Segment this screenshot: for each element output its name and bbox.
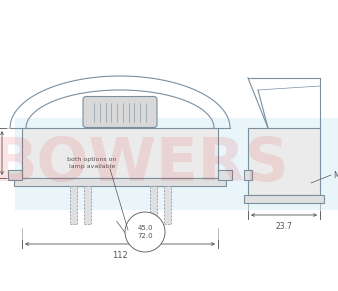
Text: 45.0: 45.0 [137, 225, 153, 231]
Text: both options on
lamp available: both options on lamp available [67, 157, 117, 169]
Bar [244, 195, 324, 203]
Bar [164, 186, 170, 224]
Bar [15, 118, 338, 210]
Bar [244, 170, 252, 180]
Bar [149, 186, 156, 224]
FancyBboxPatch shape [83, 97, 157, 127]
Text: M5: M5 [333, 171, 338, 180]
Circle shape [125, 212, 165, 252]
Bar [218, 170, 232, 180]
Text: 23.7: 23.7 [275, 222, 292, 231]
Bar [8, 170, 22, 180]
Bar [14, 178, 226, 186]
Text: 112: 112 [112, 251, 128, 260]
Bar [70, 186, 76, 224]
Bar [22, 128, 218, 178]
Text: BOWERS: BOWERS [0, 136, 289, 194]
Bar [83, 186, 91, 224]
Bar [248, 128, 320, 195]
Text: 72.0: 72.0 [137, 233, 153, 239]
